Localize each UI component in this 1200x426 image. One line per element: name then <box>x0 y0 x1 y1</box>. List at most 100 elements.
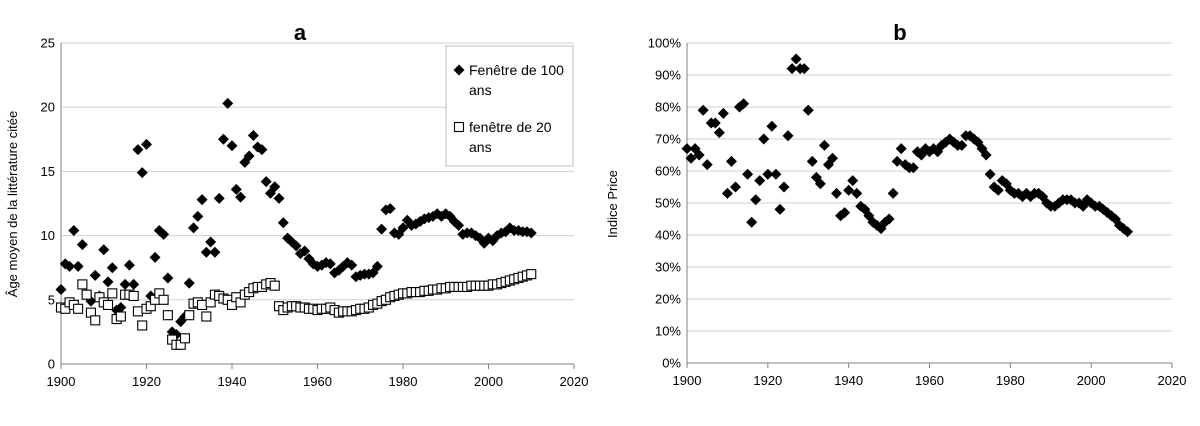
chart-a-point <box>132 144 144 156</box>
chart-b-xtick-label: 1920 <box>753 373 782 388</box>
chart-b-ytick-label: 0% <box>662 356 681 371</box>
chart-b-ytick-label: 30% <box>655 260 681 275</box>
chart-b-series-0 <box>681 53 1134 238</box>
chart-b-point <box>1004 184 1016 196</box>
chart-a-point <box>89 269 101 281</box>
chart-b-xtick-label: 1900 <box>673 373 702 388</box>
chart-a-point <box>73 303 84 314</box>
chart-b-xtick-label: 2000 <box>1077 373 1106 388</box>
chart-a-point <box>209 246 221 258</box>
chart-a-point <box>115 302 127 314</box>
chart-b-point <box>1053 197 1065 209</box>
chart-b-point <box>907 162 919 174</box>
chart-a-point <box>200 246 212 258</box>
chart-a-point <box>55 284 67 296</box>
chart-b-point <box>847 175 859 187</box>
chart-a-svg: a Âge moyen de la littérature citée Fenê… <box>5 20 589 389</box>
chart-b-point <box>831 187 843 199</box>
chart-b-point <box>806 155 818 167</box>
chart-b-ylabel: Indice Price <box>605 170 620 238</box>
chart-a-point <box>376 223 388 235</box>
chart-a-ytick-label: 25 <box>41 36 55 51</box>
chart-b-point <box>932 146 944 158</box>
chart-a-ylabel: Âge moyen de la littérature citée <box>5 111 20 297</box>
chart-a-point <box>158 294 169 305</box>
chart-a-point <box>205 236 217 248</box>
chart-b-xtick-label: 1940 <box>834 373 863 388</box>
chart-a-point <box>273 192 285 204</box>
chart-b-ytick-label: 20% <box>655 292 681 307</box>
chart-b-point <box>944 133 956 145</box>
chart-a-point <box>179 333 191 344</box>
chart-a-point <box>346 259 358 271</box>
chart-b-ytick-label: 10% <box>655 324 681 339</box>
chart-b-ytick-label: 90% <box>655 68 681 83</box>
chart-b-point <box>1109 213 1121 225</box>
chart-b-point <box>790 53 802 65</box>
chart-a-xtick-label: 2020 <box>560 374 589 389</box>
chart-b-svg: b Indice Price 0% 10% 20% 30% 40% 50% 60% 70% 80… <box>605 20 1186 388</box>
chart-a-point <box>260 176 272 188</box>
chart-b-point <box>919 143 931 155</box>
chart-a-point <box>162 310 173 321</box>
chart-a-ytick-label: 15 <box>41 164 55 179</box>
chart-a-point <box>158 228 170 240</box>
chart-a-point <box>102 276 114 288</box>
chart-a-point <box>324 258 336 270</box>
chart-a-point <box>222 97 234 109</box>
chart-b-point <box>778 181 790 193</box>
chart-b-point <box>1077 200 1089 212</box>
chart-b-point <box>851 187 863 199</box>
chart-b-point <box>717 107 729 119</box>
chart-b-point <box>774 203 786 215</box>
chart-a-point <box>102 299 114 310</box>
chart-a-point <box>243 150 255 162</box>
chart-b-point <box>1041 197 1053 209</box>
chart-b-point <box>725 155 737 167</box>
chart-a-point <box>72 260 84 272</box>
chart-a-point <box>290 240 302 252</box>
chart-a-point <box>136 167 148 179</box>
chart-b-point <box>681 143 693 155</box>
chart-b-point <box>750 194 762 206</box>
chart-b-point <box>887 187 899 199</box>
legend-box <box>445 45 574 167</box>
chart-a-point <box>226 140 238 152</box>
chart-a-point <box>277 217 289 229</box>
chart-b-point <box>843 184 855 196</box>
chart-b-point <box>766 120 778 132</box>
chart-a-xtick-label: 2000 <box>474 374 503 389</box>
chart-a-xtick-label: 1960 <box>303 374 332 389</box>
chart-b-point <box>709 117 721 129</box>
chart-b-point <box>693 149 705 161</box>
chart-b-point <box>738 98 750 110</box>
chart-a-point <box>299 245 311 257</box>
chart-b-point <box>818 139 830 151</box>
chart-a-point <box>68 224 80 236</box>
chart-a-point <box>269 280 280 291</box>
chart-a-point <box>196 194 208 206</box>
chart-b-point <box>802 104 814 116</box>
chart-a-xtick-label: 1900 <box>47 374 76 389</box>
chart-a-point <box>123 259 135 271</box>
chart-b-point <box>980 149 992 161</box>
chart-b-point <box>891 155 903 167</box>
chart-a-legend: Fenêtre de 100 ans fenêtre de 20 ans <box>445 45 574 167</box>
chart-b-ytick-label: 70% <box>655 132 681 147</box>
chart-b-title: b <box>893 20 906 45</box>
chart-b-point <box>697 104 709 116</box>
chart-b-point <box>839 207 851 219</box>
chart-b-point <box>827 152 838 164</box>
chart-a-point <box>453 219 465 231</box>
chart-b-point <box>992 184 1004 196</box>
chart-b-point <box>730 181 741 193</box>
legend-label-20: fenêtre de 20 ans <box>469 119 552 155</box>
chart-a-point <box>162 272 174 284</box>
chart-a-point <box>132 306 143 317</box>
chart-a-point <box>217 133 229 145</box>
chart-a-ytick-label: 20 <box>41 100 55 115</box>
chart-a-point <box>197 299 208 310</box>
chart-b-ytick-label: 60% <box>655 164 681 179</box>
chart-panel-a: a Âge moyen de la littérature citée Fenê… <box>5 20 589 389</box>
chart-a-point <box>107 288 118 299</box>
